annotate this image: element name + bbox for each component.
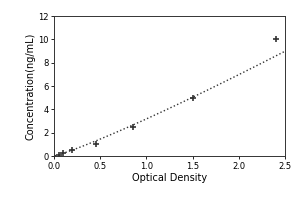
Y-axis label: Concentration(ng/mL): Concentration(ng/mL) [25,32,35,140]
X-axis label: Optical Density: Optical Density [132,173,207,183]
